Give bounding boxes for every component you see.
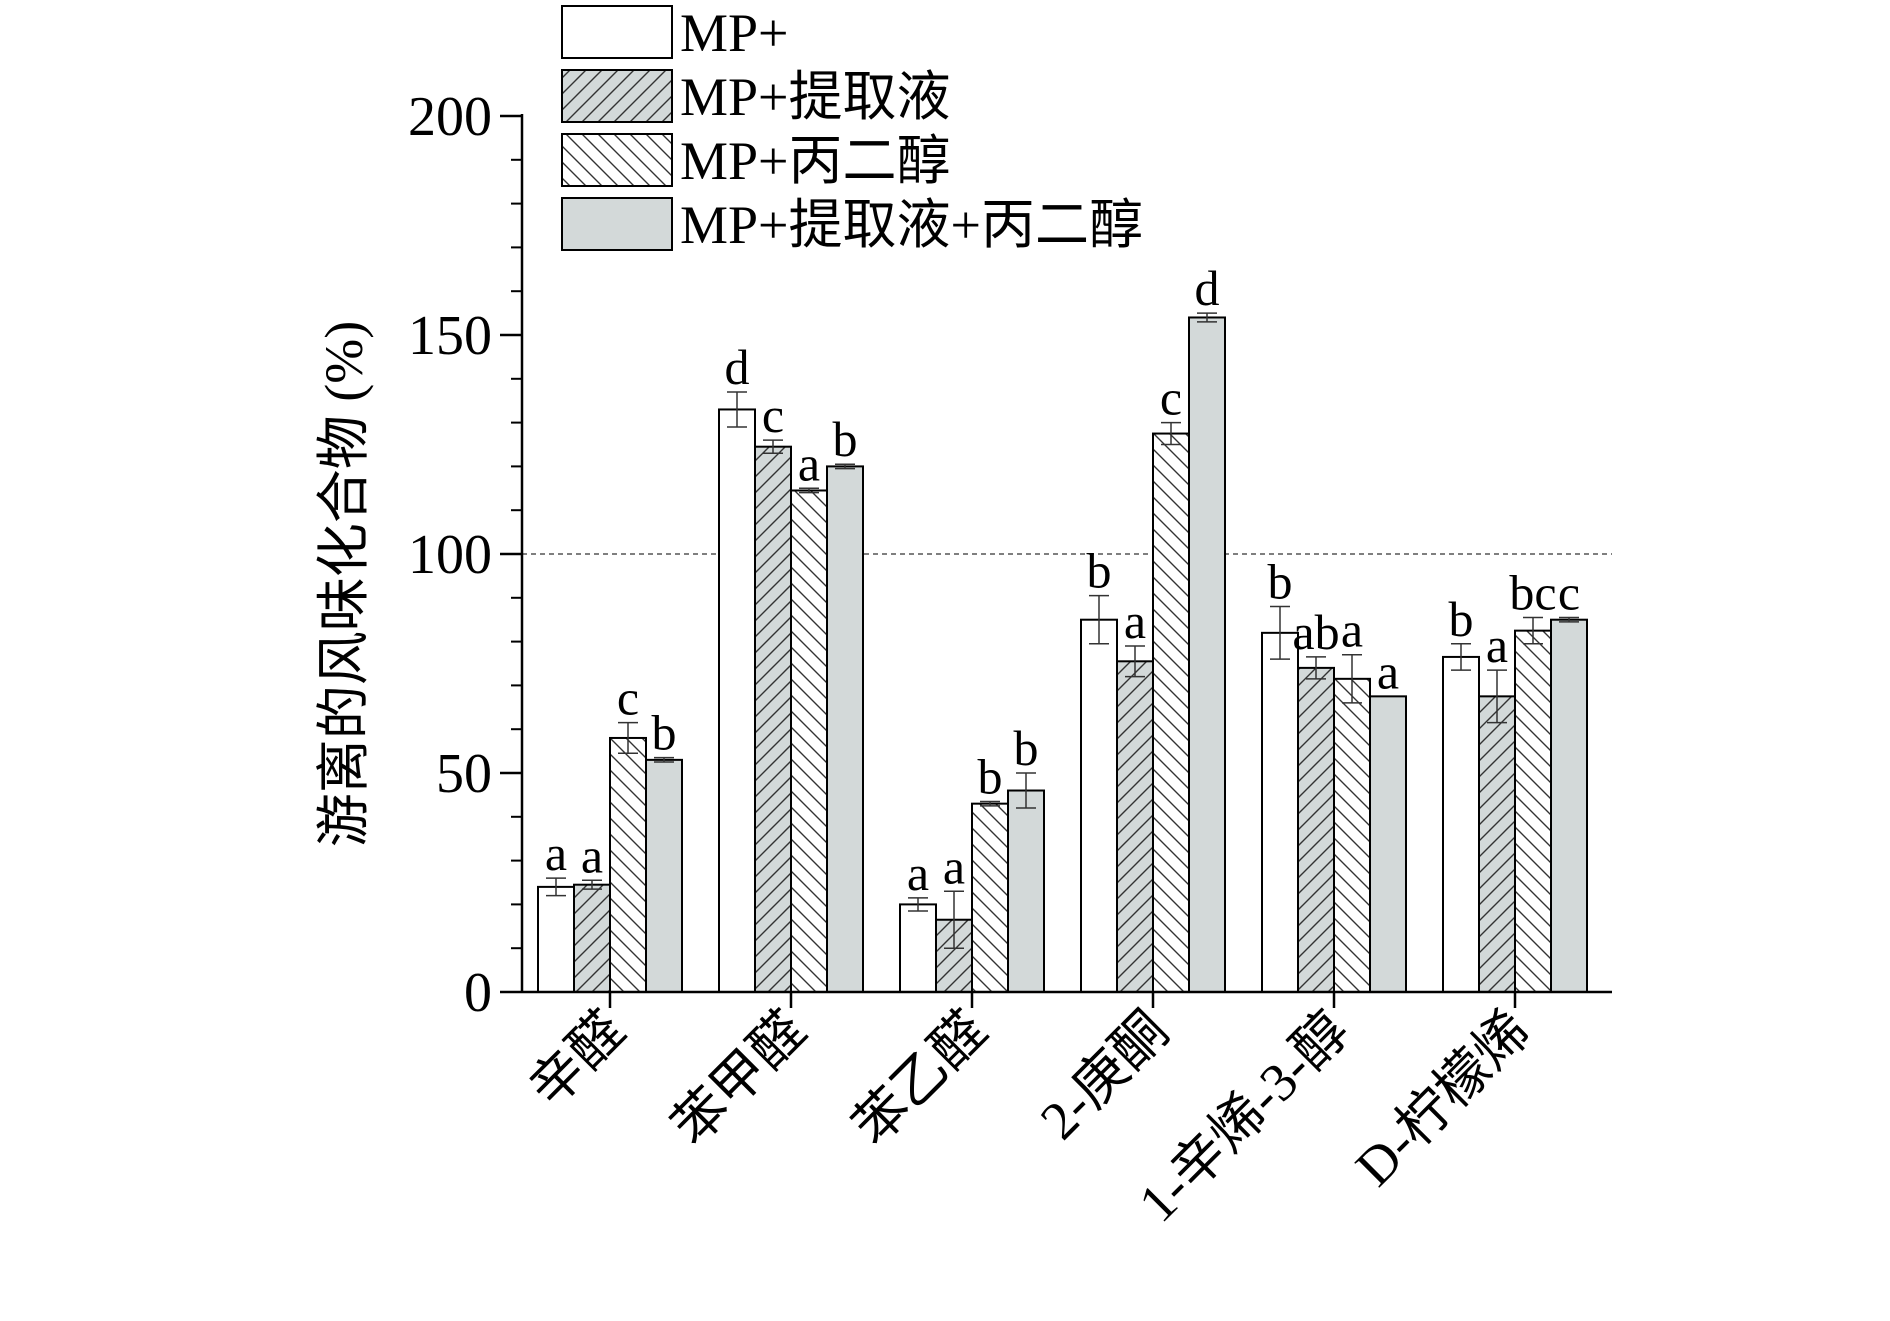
bar-0-0 [537, 885, 575, 994]
sig-letter-2-3: b [1014, 720, 1039, 776]
bar-4-0 [1261, 631, 1299, 994]
sig-letter-4-1: ab [1292, 604, 1339, 660]
y-axis-title: 游离的风味化合物 (%) [314, 321, 374, 847]
sig-letter-2-1: a [943, 838, 965, 894]
bar-1-0 [718, 408, 756, 993]
sig-letter-4-2: a [1341, 602, 1363, 658]
bar-1-2 [790, 489, 828, 993]
error-bar-5-0 [1451, 643, 1471, 671]
bar-3-3 [1188, 316, 1226, 994]
category-label-2: 苯乙醛 [842, 1000, 999, 1157]
bar-2-2 [971, 802, 1009, 993]
sig-letter-2-0: a [907, 845, 929, 901]
sig-letter-1-1: c [762, 387, 784, 443]
bar-0-3 [645, 758, 683, 993]
error-bar-3-2 [1161, 421, 1181, 446]
y-tick-label-200: 200 [408, 86, 492, 148]
error-bar-3-0 [1089, 594, 1109, 645]
bar-3-2 [1152, 432, 1190, 993]
error-bar-2-0 [908, 897, 928, 912]
sig-letter-5-1: a [1486, 617, 1508, 673]
legend-item-0: MP+ [561, 3, 789, 63]
error-bar-4-1 [1306, 656, 1326, 680]
bar-5-1 [1478, 695, 1516, 993]
bar-2-0 [899, 903, 937, 994]
error-bar-1-2 [799, 487, 819, 494]
sig-letter-5-2: bc [1509, 565, 1556, 621]
bar-5-3 [1550, 618, 1588, 993]
error-bar-0-3 [654, 756, 674, 763]
legend-label-2: MP+丙二醇 [680, 131, 951, 191]
y-tick-label-50: 50 [436, 743, 492, 805]
error-bar-0-1 [582, 879, 602, 890]
category-label-3: 2-庚酮 [1029, 1000, 1180, 1151]
y-tick-label-0: 0 [464, 962, 492, 1024]
bar-5-0 [1442, 655, 1480, 993]
legend-label-1: MP+提取液 [680, 67, 951, 127]
sig-letter-3-1: a [1124, 593, 1146, 649]
bar-4-2 [1333, 677, 1371, 994]
error-bar-1-3 [835, 463, 855, 470]
legend-label-0: MP+ [680, 3, 789, 63]
sig-letter-0-0: a [545, 825, 567, 881]
sig-letter-1-3: b [833, 411, 858, 467]
bar-4-3 [1369, 695, 1407, 993]
legend-item-2: MP+丙二醇 [561, 131, 951, 191]
bar-1-3 [826, 465, 864, 993]
category-label-5: D-柠檬烯 [1344, 1000, 1541, 1197]
error-bar-3-1 [1125, 645, 1145, 678]
sig-letter-0-1: a [581, 827, 603, 883]
error-bar-4-0 [1270, 605, 1290, 660]
y-tick-label-100: 100 [408, 524, 492, 586]
sig-letter-3-2: c [1160, 370, 1182, 426]
category-label-1: 苯甲醛 [661, 1000, 818, 1157]
sig-letter-3-0: b [1087, 543, 1112, 599]
error-bar-2-3 [1016, 772, 1036, 809]
error-bar-2-1 [944, 890, 964, 949]
bar-0-1 [573, 883, 611, 993]
error-bar-2-2 [980, 800, 1000, 807]
error-bar-5-1 [1487, 669, 1507, 724]
bar-2-3 [1007, 789, 1045, 994]
error-bar-4-2 [1342, 653, 1362, 704]
sig-letter-0-3: b [652, 705, 677, 761]
sig-letter-5-0: b [1449, 591, 1474, 647]
legend-item-3: MP+提取液+丙二醇 [561, 195, 1143, 255]
error-bar-5-2 [1523, 616, 1543, 645]
legend-swatch-3 [561, 197, 673, 251]
error-bar-0-2 [618, 721, 638, 755]
sig-letter-4-0: b [1268, 554, 1293, 610]
legend-item-1: MP+提取液 [561, 67, 951, 127]
y-tick-label-150: 150 [408, 305, 492, 367]
error-bar-1-1 [763, 439, 783, 455]
bar-3-1 [1116, 660, 1154, 993]
legend-swatch-1 [561, 69, 673, 123]
error-bar-0-0 [546, 877, 566, 897]
error-bar-1-0 [727, 391, 747, 428]
sig-letter-1-0: d [725, 339, 750, 395]
error-bar-3-3 [1197, 312, 1217, 323]
sig-letter-1-2: a [798, 435, 820, 491]
sig-letter-0-2: c [617, 670, 639, 726]
sig-letter-3-3: d [1195, 260, 1220, 316]
error-bar-5-3 [1559, 616, 1579, 623]
sig-letter-4-3: a [1377, 643, 1399, 699]
bar-3-0 [1080, 618, 1118, 993]
bar-4-1 [1297, 666, 1335, 993]
bar-1-1 [754, 445, 792, 993]
sig-letter-2-2: b [978, 748, 1003, 804]
legend-label-3: MP+提取液+丙二醇 [680, 195, 1143, 255]
bar-0-2 [609, 736, 647, 994]
legend-swatch-0 [561, 5, 673, 59]
category-label-0: 辛醛 [518, 1000, 637, 1119]
bar-5-2 [1514, 629, 1552, 994]
sig-letter-5-3: c [1558, 565, 1580, 621]
legend-swatch-2 [561, 133, 673, 187]
